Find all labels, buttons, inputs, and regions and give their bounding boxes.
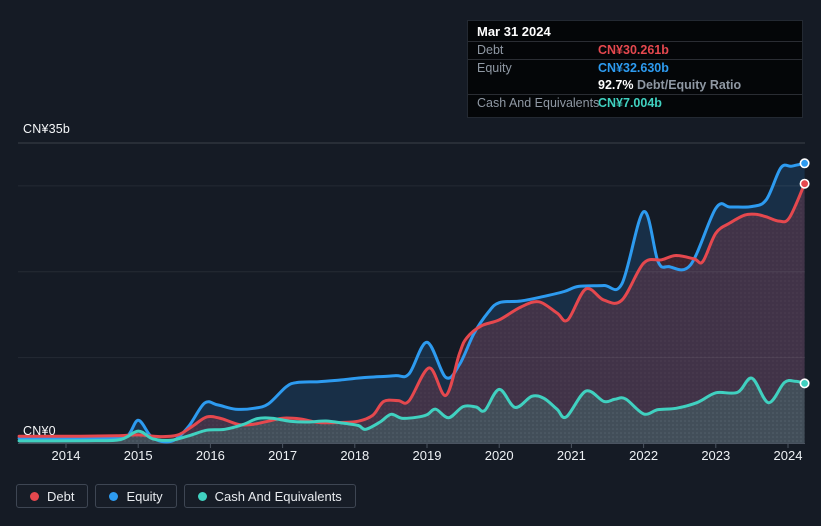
equity-series-dot-icon <box>109 491 119 501</box>
x-axis-label-2019: 2019 <box>412 448 442 463</box>
tooltip-ratio: 92.7% Debt/Equity Ratio <box>598 77 741 94</box>
x-axis-label-2021: 2021 <box>556 448 586 463</box>
tooltip-debt-row: Debt CN¥30.261b <box>468 42 802 60</box>
equity-endpoint-marker[interactable] <box>799 158 810 169</box>
legend-item-cash-label: Cash And Equivalents <box>214 488 342 504</box>
tooltip-ratio-value: 92.7% <box>598 78 634 92</box>
y-axis-max-label: CN¥35b <box>23 122 71 136</box>
debt-line <box>17 182 807 439</box>
tooltip-debt-value: CN¥30.261b <box>598 43 669 57</box>
cash-area-texture <box>19 378 805 444</box>
x-axis-label-2020: 2020 <box>484 448 514 463</box>
x-axis-label-2015: 2015 <box>123 448 153 463</box>
legend-item-debt[interactable]: Debt <box>16 484 89 508</box>
debt-endpoint-marker[interactable] <box>799 178 810 189</box>
x-axis-label-2016: 2016 <box>195 448 225 463</box>
tooltip-debt-label: Debt <box>477 43 504 57</box>
y-axis-zero-label: CN¥0 <box>23 424 56 438</box>
x-axis-label-2023: 2023 <box>701 448 731 463</box>
x-axis-label-2024: 2024 <box>773 448 803 463</box>
tooltip-cash-label: Cash And Equivalents <box>477 96 600 110</box>
cash-endpoint-marker[interactable] <box>799 378 810 389</box>
cash-series-dot-icon <box>197 491 207 501</box>
tooltip-equity-label: Equity <box>477 61 512 75</box>
tooltip-cash-value: CN¥7.004b <box>598 96 662 110</box>
x-axis-label-2018: 2018 <box>340 448 370 463</box>
tooltip-equity-row: Equity CN¥32.630b <box>468 60 802 77</box>
legend-item-debt-label: Debt <box>47 488 75 504</box>
cash-line <box>17 376 807 443</box>
tooltip-date: Mar 31 2024 <box>468 21 802 42</box>
debt-series-dot-icon <box>30 491 39 501</box>
tooltip-equity-value: CN¥32.630b <box>598 61 669 75</box>
legend-item-equity-label: Equity <box>126 488 163 504</box>
legend-item-equity[interactable]: Equity <box>95 484 177 508</box>
x-axis-label-2014: 2014 <box>51 448 81 463</box>
debt-area-texture <box>19 183 805 444</box>
tooltip-ratio-row: 92.7% Debt/Equity Ratio <box>468 77 802 95</box>
legend-item-cash[interactable]: Cash And Equivalents <box>183 484 356 508</box>
chart-legend: Debt Equity Cash And Equivalents <box>16 484 356 508</box>
tooltip-cash-row: Cash And Equivalents CN¥7.004b <box>468 95 802 112</box>
x-axis-label-2022: 2022 <box>629 448 659 463</box>
tooltip-ratio-label: Debt/Equity Ratio <box>636 78 742 92</box>
chart-tooltip: Mar 31 2024 Debt CN¥30.261b Equity CN¥32… <box>467 20 803 118</box>
x-axis-label-2017: 2017 <box>268 448 298 463</box>
